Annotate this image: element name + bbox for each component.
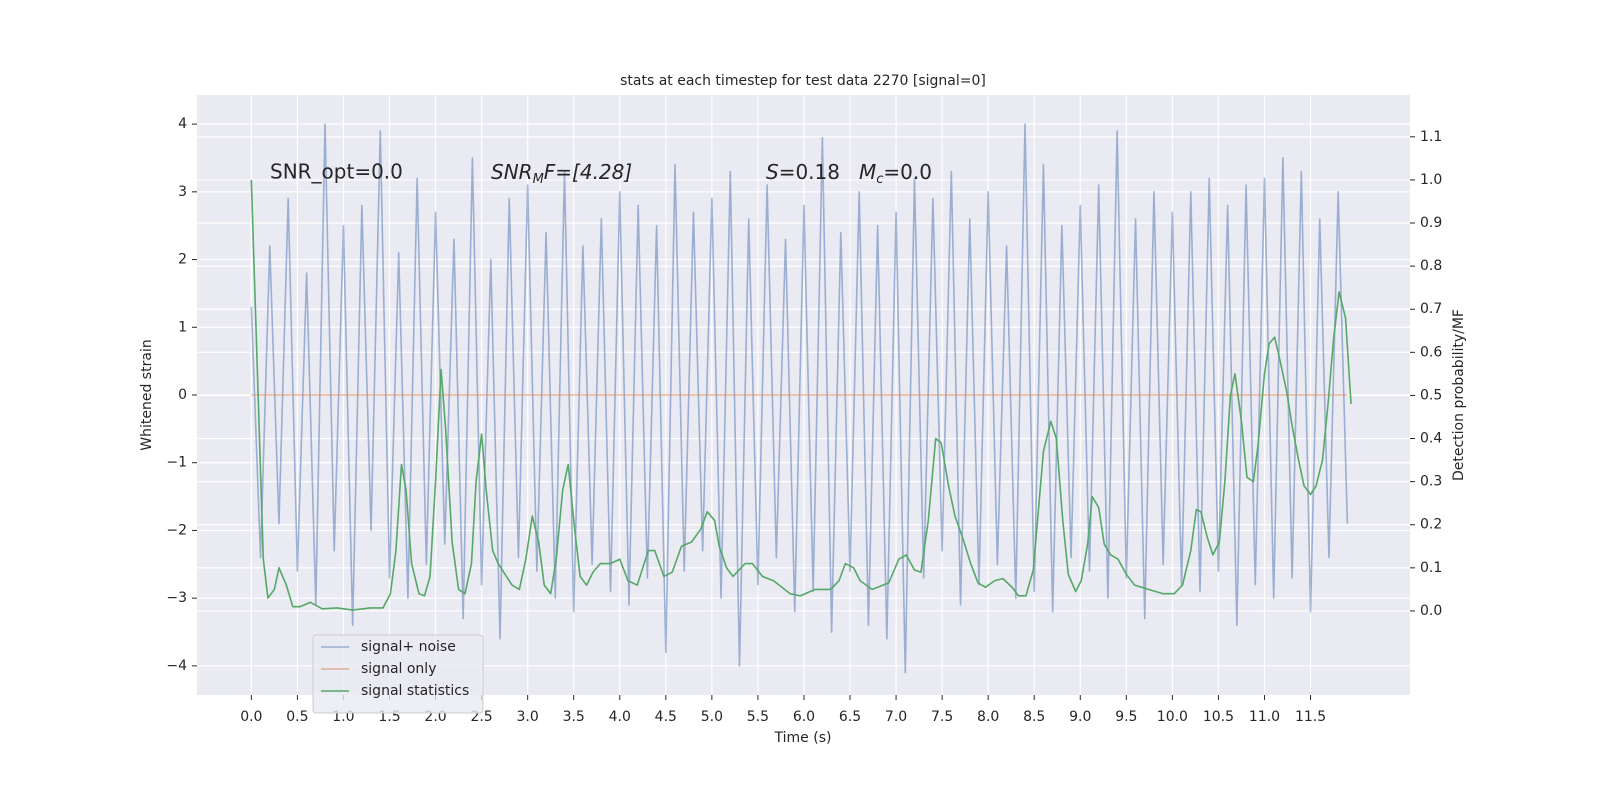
y2-tick-label: 0.8 (1420, 258, 1442, 274)
x-tick-label: 6.5 (839, 709, 861, 725)
x-axis-label: Time (s) (774, 730, 832, 746)
x-tick-label: 7.5 (931, 709, 953, 725)
y2-tick-label: 1.1 (1420, 129, 1442, 145)
y2-tick-label: 0.7 (1420, 301, 1442, 317)
y2-tick-label: 0.1 (1420, 560, 1442, 576)
annotation-part: c (876, 172, 883, 187)
legend-box (312, 634, 484, 714)
x-tick-label: 8.5 (1023, 709, 1045, 725)
y-tick-label: −4 (166, 658, 187, 674)
x-tick-label: 11.0 (1249, 709, 1280, 725)
y-tick-label: −2 (166, 522, 187, 538)
x-tick-label: 10.0 (1157, 709, 1188, 725)
y2-tick-label: 0.9 (1420, 215, 1442, 231)
y-axis-label: Whitened strain (139, 339, 155, 450)
x-tick-label: 9.0 (1069, 709, 1091, 725)
y-tick-label: −1 (166, 455, 187, 471)
x-tick-label: 8.0 (977, 709, 999, 725)
annotation-part: =0.0 (883, 160, 932, 184)
x-tick-label: 3.5 (563, 709, 585, 725)
y2-tick-label: 0.3 (1420, 474, 1442, 490)
x-tick-label: 7.0 (885, 709, 907, 725)
x-tick-label: 4.5 (655, 709, 677, 725)
series-line (250, 179, 1352, 611)
annotation-part: F=[4.28] (544, 160, 632, 184)
y-tick-label: 1 (178, 319, 187, 335)
legend-label: signal+ noise (361, 639, 456, 655)
x-tick-label: 3.0 (517, 709, 539, 725)
y2-tick-label: 0.5 (1420, 387, 1442, 403)
annotation: SNR_opt=0.0 (270, 160, 403, 184)
annotation: SNRMF=[4.28] (491, 160, 632, 187)
legend-label: signal only (361, 661, 436, 677)
y2-tick-label: 0.4 (1420, 431, 1442, 447)
annotation-part: S (766, 160, 779, 184)
annotation: S=0.18 (766, 160, 840, 184)
x-tick-label: 11.5 (1295, 709, 1326, 725)
annotation-part: =0.18 (779, 160, 840, 184)
x-tick-label: 4.0 (609, 709, 631, 725)
legend: signal+ noise signal only signal statistic… (312, 634, 484, 714)
y-tick-label: 0 (178, 387, 187, 403)
chart-title: stats at each timestep for test data 227… (620, 73, 986, 89)
y-tick-label: 2 (178, 252, 187, 268)
y-tick-label: 3 (178, 184, 187, 200)
y-tick-label: 4 (178, 116, 187, 132)
x-tick-label: 6.0 (793, 709, 815, 725)
y2-tick-label: 0.0 (1420, 603, 1442, 619)
annotation: Mc=0.0 (859, 160, 932, 187)
y2-tick-label: 0.6 (1420, 344, 1442, 360)
x-tick-label: 5.5 (747, 709, 769, 725)
y2-axis-label: Detection probability/MF (1451, 309, 1467, 481)
annotation-part: M (533, 172, 544, 187)
y2-tick-label: 1.0 (1420, 172, 1442, 188)
x-tick-label: 10.5 (1203, 709, 1234, 725)
marks (250, 123, 1352, 674)
x-tick-label: 0.5 (286, 709, 308, 725)
y-tick-label: −3 (166, 590, 187, 606)
annotation-part: M (859, 160, 876, 184)
x-tick-label: 5.0 (701, 709, 723, 725)
x-tick-label: 9.5 (1115, 709, 1137, 725)
legend-label: signal statistics (361, 683, 469, 699)
series-line (250, 123, 1349, 674)
y2-tick-label: 0.2 (1420, 517, 1442, 533)
x-tick-label: 0.0 (240, 709, 262, 725)
labels: stats at each timestep for test data 227… (139, 73, 1467, 746)
annotation-part: SNR (491, 160, 533, 184)
